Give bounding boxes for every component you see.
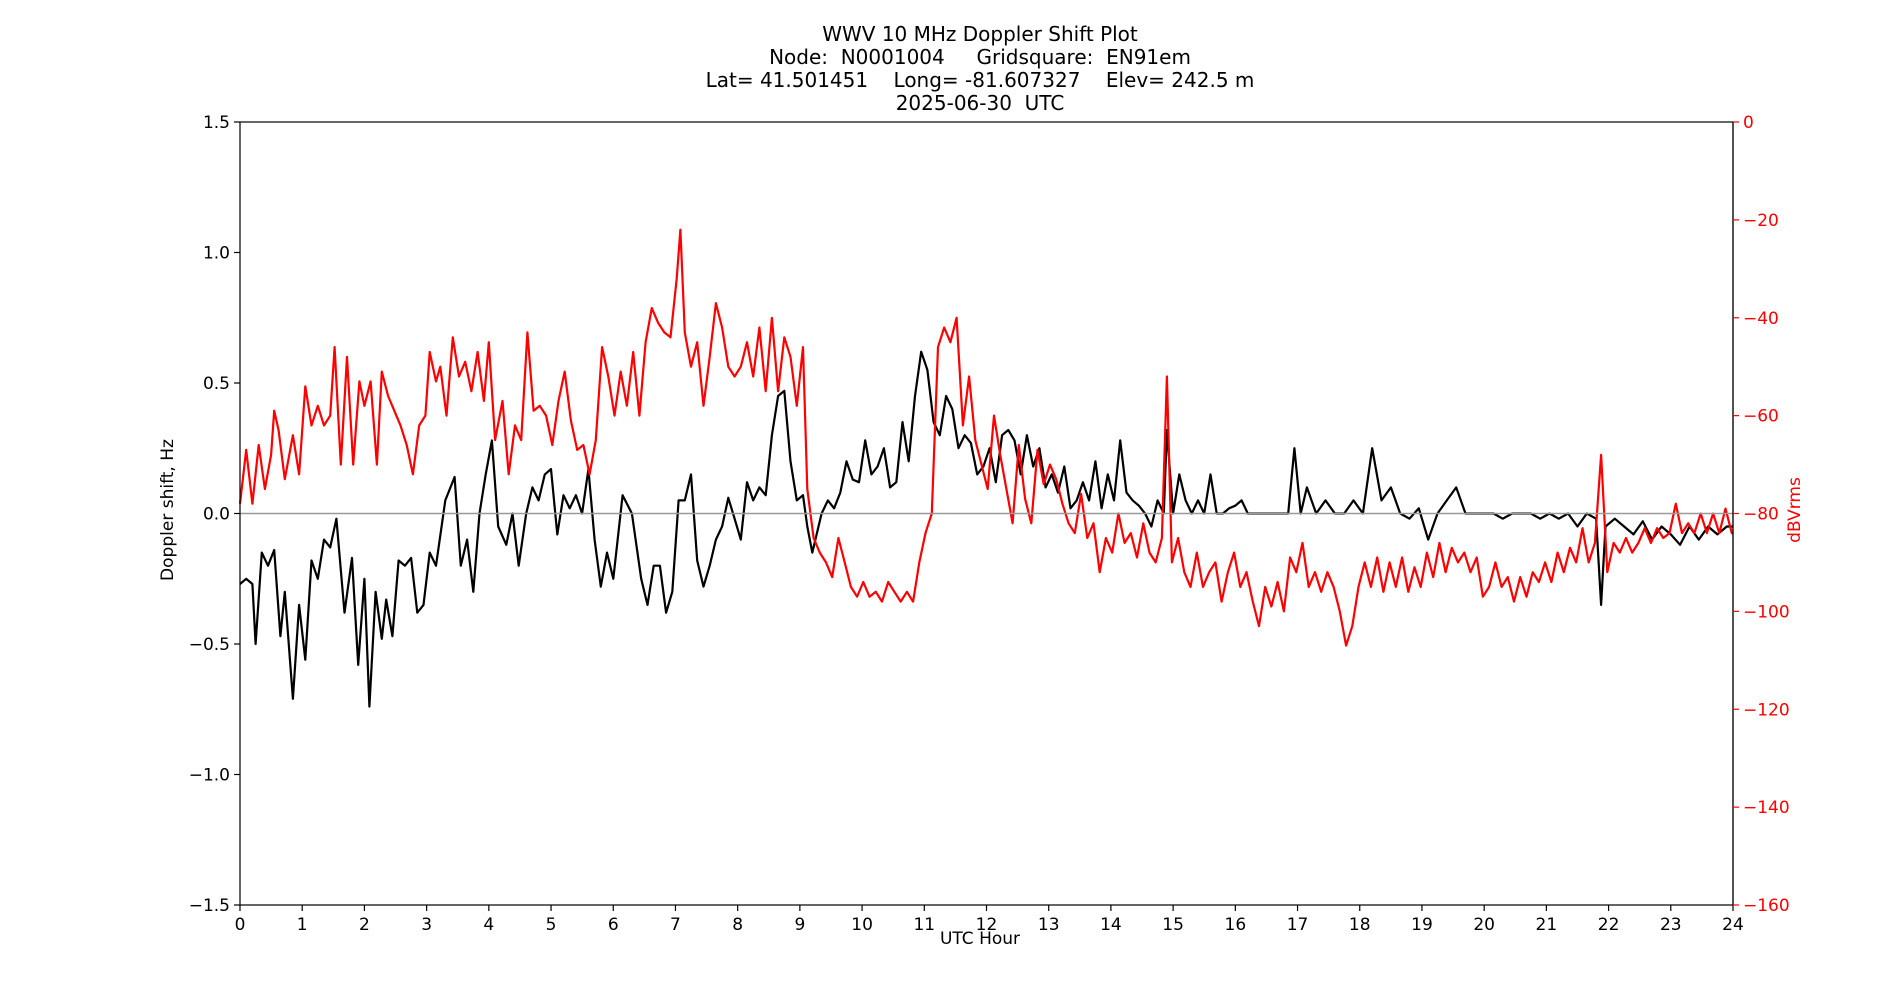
- right-y-tick-label: −20: [1743, 211, 1779, 231]
- title-line-4: 2025-06-30 UTC: [896, 91, 1065, 115]
- left-y-tick-label: −1.0: [189, 766, 230, 786]
- x-tick-label: 14: [1100, 915, 1122, 935]
- left-y-axis-label: Doppler shift, Hz: [158, 439, 178, 581]
- x-tick-label: 7: [670, 915, 681, 935]
- x-tick-label: 19: [1411, 915, 1433, 935]
- x-tick-label: 20: [1473, 915, 1495, 935]
- title-line-2: Node: N0001004 Gridsquare: EN91em: [769, 45, 1191, 69]
- x-tick-label: 0: [235, 915, 246, 935]
- right-y-tick-label: −100: [1743, 602, 1790, 622]
- doppler-series-line: [239, 350, 1733, 708]
- x-tick-label: 22: [1598, 915, 1620, 935]
- title-line-1: WWV 10 MHz Doppler Shift Plot: [822, 22, 1138, 46]
- right-y-tick-label: −160: [1743, 896, 1790, 916]
- x-tick-label: 24: [1722, 915, 1744, 935]
- x-axis-ticks: 0 1 2 3 4 5 6 7 8 9 10 11 12 13 14 15 16 17 18 19 20 21 22 23 24: [235, 905, 1744, 935]
- x-tick-label: 4: [483, 915, 494, 935]
- left-y-tick-label: 0.5: [203, 374, 230, 394]
- x-tick-label: 5: [546, 915, 557, 935]
- left-y-tick-label: 1.0: [203, 244, 230, 264]
- x-tick-label: 21: [1536, 915, 1558, 935]
- x-tick-label: 8: [732, 915, 743, 935]
- x-tick-label: 23: [1660, 915, 1682, 935]
- right-y-tick-label: 0: [1743, 113, 1754, 133]
- x-axis-label: UTC Hour: [940, 929, 1020, 949]
- x-tick-label: 2: [359, 915, 370, 935]
- left-y-tick-label: −1.5: [189, 896, 230, 916]
- left-y-axis-ticks: 1.5 1.0 0.5 0.0 −0.5 −1.0 −1.5: [189, 113, 240, 916]
- x-tick-label: 6: [608, 915, 619, 935]
- right-y-tick-label: −140: [1743, 798, 1790, 818]
- left-y-tick-label: −0.5: [189, 635, 230, 655]
- x-tick-label: 15: [1162, 915, 1184, 935]
- x-tick-label: 10: [851, 915, 873, 935]
- x-tick-label: 3: [421, 915, 432, 935]
- right-y-tick-label: −40: [1743, 309, 1779, 329]
- x-tick-label: 16: [1225, 915, 1247, 935]
- x-tick-label: 1: [297, 915, 308, 935]
- right-y-axis-ticks: 0 −20 −40 −60 −80 −100 −120 −140 −160: [1733, 113, 1790, 916]
- left-y-tick-label: 0.0: [203, 505, 230, 525]
- x-tick-label: 17: [1287, 915, 1309, 935]
- right-y-axis-label: dBVrms: [1785, 477, 1805, 543]
- x-tick-label: 11: [913, 915, 935, 935]
- x-tick-label: 18: [1349, 915, 1371, 935]
- series-layer: [238, 228, 1733, 708]
- right-y-tick-label: −60: [1743, 407, 1779, 427]
- x-tick-label: 12: [976, 915, 998, 935]
- power-series-line: [238, 228, 1733, 647]
- right-y-tick-label: −120: [1743, 700, 1790, 720]
- title-line-3: Lat= 41.501451 Long= -81.607327 Elev= 24…: [706, 68, 1255, 92]
- chart-title: WWV 10 MHz Doppler Shift Plot Node: N000…: [706, 22, 1255, 115]
- x-tick-label: 13: [1038, 915, 1060, 935]
- right-y-tick-label: −80: [1743, 505, 1779, 525]
- x-tick-label: 9: [794, 915, 805, 935]
- left-y-tick-label: 1.5: [203, 113, 230, 133]
